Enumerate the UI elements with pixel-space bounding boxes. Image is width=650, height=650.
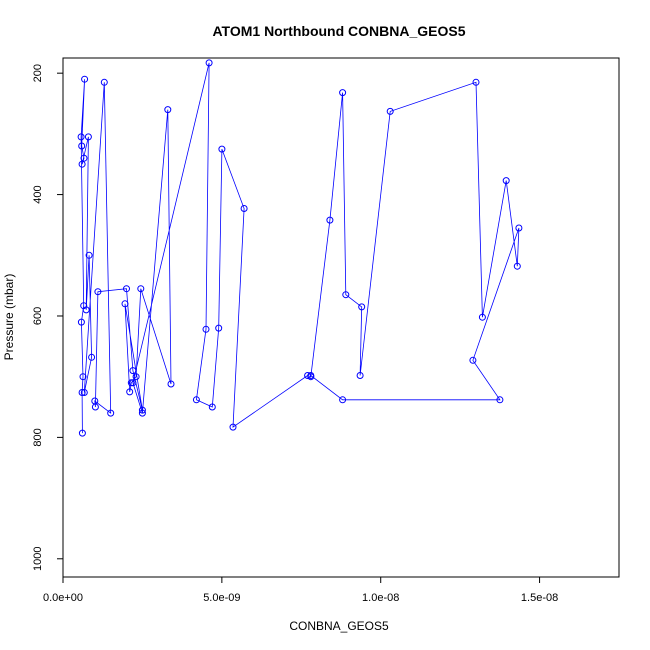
- data-point: [205, 59, 213, 67]
- data-point: [339, 89, 347, 97]
- y-tick-label: 1000: [32, 547, 44, 571]
- data-point: [77, 318, 85, 326]
- data-point: [192, 396, 200, 404]
- data-point: [307, 372, 315, 379]
- data-point: [515, 224, 523, 232]
- data-point: [81, 75, 89, 83]
- data-point: [79, 373, 87, 381]
- plot-frame: [62, 57, 620, 578]
- data-point: [78, 160, 86, 168]
- y-tick-label: 400: [32, 185, 44, 203]
- data-point: [342, 291, 350, 299]
- x-axis-label: CONBNA_GEOS5: [289, 619, 389, 633]
- series-group: [77, 59, 523, 437]
- data-point: [202, 325, 210, 333]
- data-point: [107, 409, 115, 417]
- data-point: [513, 262, 521, 270]
- data-point: [326, 216, 334, 224]
- data-point: [80, 154, 88, 162]
- data-point: [472, 78, 480, 86]
- data-point: [208, 403, 216, 411]
- data-point: [88, 353, 96, 361]
- data-point: [339, 396, 347, 404]
- data-point: [164, 106, 172, 114]
- x-tick-label: 0.0e+00: [43, 592, 83, 604]
- data-point: [138, 406, 146, 414]
- data-point: [215, 324, 223, 332]
- x-axis: 0.0e+00 5.0e-09 1.0e-08 1.5e-08: [43, 576, 558, 604]
- data-point: [85, 251, 93, 259]
- data-point: [167, 380, 175, 388]
- y-axis: 200 400 600 800 1000: [32, 64, 64, 571]
- data-point: [137, 285, 145, 293]
- data-point: [469, 356, 477, 364]
- y-tick-label: 200: [32, 64, 44, 82]
- data-point: [356, 372, 364, 379]
- data-point: [358, 303, 366, 311]
- data-point: [126, 388, 134, 396]
- y-tick-label: 800: [32, 428, 44, 446]
- data-point: [240, 205, 248, 212]
- y-tick-label: 600: [32, 307, 44, 325]
- chart-title: ATOM1 Northbound CONBNA_GEOS5: [212, 23, 465, 39]
- data-point: [80, 389, 88, 396]
- data-point: [77, 133, 85, 141]
- data-point: [502, 177, 510, 185]
- data-point: [386, 107, 394, 115]
- data-point: [91, 403, 99, 411]
- data-point: [496, 396, 504, 404]
- data-point: [123, 285, 130, 293]
- data-point: [84, 133, 92, 141]
- data-point: [478, 313, 486, 321]
- data-point: [132, 373, 140, 381]
- data-point: [129, 379, 137, 387]
- data-point: [138, 409, 146, 417]
- data-point: [82, 306, 90, 314]
- data-point: [100, 78, 108, 86]
- data-point: [78, 429, 86, 437]
- series-line: [80, 62, 520, 434]
- data-point: [218, 145, 226, 153]
- data-point: [229, 423, 237, 431]
- data-point: [78, 389, 86, 396]
- data-point: [94, 288, 102, 296]
- data-point: [78, 142, 86, 150]
- x-tick-label: 1.5e-08: [521, 592, 558, 604]
- data-point: [129, 367, 137, 375]
- y-axis-label: Pressure (mbar): [2, 274, 16, 361]
- data-point: [304, 372, 312, 379]
- x-tick-label: 1.0e-08: [362, 592, 399, 604]
- data-point: [121, 300, 129, 308]
- x-tick-label: 5.0e-09: [203, 592, 240, 604]
